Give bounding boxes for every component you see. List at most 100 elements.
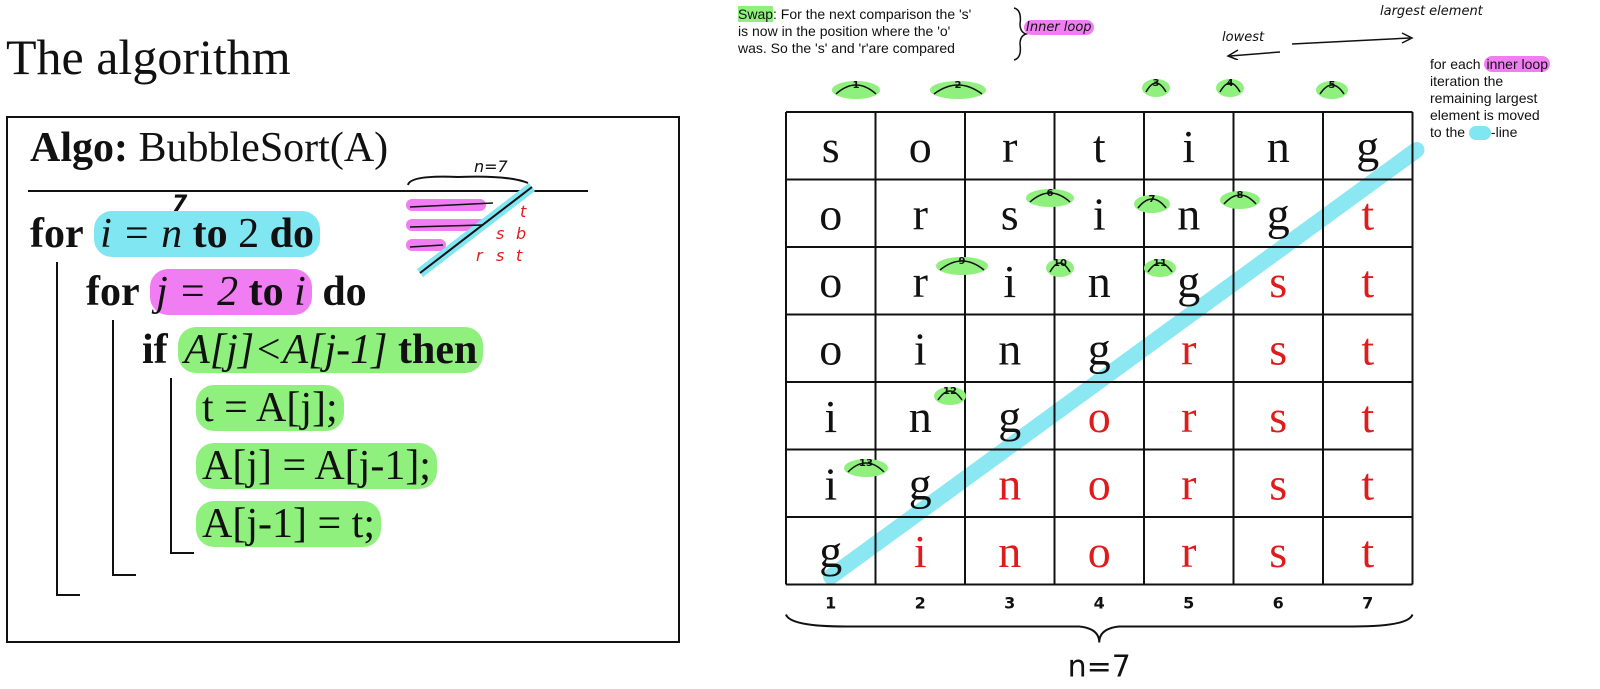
- grid-cell-letter: i: [824, 459, 837, 510]
- header-divider: [28, 190, 588, 192]
- grid-cell-letter: i: [914, 526, 927, 577]
- page-title: The algorithm: [6, 29, 291, 85]
- grid-cell-letter: i: [824, 391, 837, 442]
- val-i: i: [294, 269, 306, 315]
- mini-letter-5: s: [496, 246, 505, 265]
- grid-cell-letter: n: [998, 526, 1021, 577]
- grid-cell-letter: g: [998, 391, 1021, 442]
- swap-bubble-arc: [1145, 82, 1167, 93]
- grid-cell-letter: g: [1356, 121, 1379, 172]
- val-2: 2: [238, 211, 260, 257]
- swap-bubble: [1026, 189, 1074, 207]
- mini-brace: [407, 175, 529, 186]
- swap-bubble: [1134, 195, 1170, 213]
- swap-bubble: [1220, 191, 1260, 209]
- column-number: 5: [1183, 594, 1194, 613]
- sorted-boundary-line: [823, 142, 1425, 585]
- mini-letter-6: t: [516, 246, 523, 265]
- swap-bubble-label: 4: [1227, 78, 1234, 89]
- grid-cell-letter: s: [1269, 459, 1287, 510]
- mini-sketch: [406, 175, 536, 277]
- grid-cell-letter: s: [1269, 526, 1287, 577]
- swap-bubble-label: 5: [1329, 80, 1336, 91]
- mini-arrow-3: [409, 244, 444, 248]
- grid-cell-letter: n: [909, 391, 932, 442]
- grid-cell-letter: r: [1181, 526, 1196, 577]
- if-block-end: [170, 552, 194, 554]
- bottom-n-label: n=7: [1068, 650, 1131, 685]
- cyan-line-swatch: [1468, 126, 1491, 141]
- kw-then: then: [398, 327, 478, 373]
- grid-cell-letter: o: [819, 189, 842, 240]
- grid-cell-letter: g: [819, 526, 842, 577]
- swap-label: Swap: [738, 6, 774, 22]
- swap-bubble-label: 12: [943, 386, 957, 397]
- side-note-1: for each: [1430, 56, 1481, 72]
- swap-bubble: [1216, 79, 1244, 97]
- inner-loop-highlight: j = 2 to i: [150, 269, 312, 315]
- swap-note-line-2: is now in the position where the 'o': [738, 23, 951, 39]
- grid-cell-letter: s: [1001, 189, 1019, 240]
- mini-letter-3: b: [516, 224, 527, 243]
- grid-cell-letter: t: [1361, 324, 1374, 375]
- swap-statement-1: t = A[j];: [196, 385, 344, 431]
- grid-cell-letter: i: [1093, 189, 1106, 240]
- swap-statement-2: A[j] = A[j-1];: [196, 443, 437, 489]
- inner-loop-tag: Inner loop: [1024, 20, 1094, 35]
- mini-letter-4: r: [476, 246, 483, 265]
- column-number: 1: [825, 594, 836, 613]
- column-number: 3: [1004, 594, 1015, 613]
- kw-for-inner: for: [86, 269, 140, 315]
- grid-cell-letter: t: [1361, 526, 1374, 577]
- swap-bubble-label: 7: [1149, 194, 1156, 205]
- grid-cell-letter: r: [1181, 459, 1196, 510]
- inner-loop-tag-text: Inner loop: [1024, 20, 1094, 35]
- swap-bubble-arc: [1029, 192, 1071, 203]
- swap-bubble: [1046, 259, 1074, 277]
- mini-pink-bar-2: [406, 219, 486, 231]
- swap-bubble: [1144, 259, 1176, 277]
- grid-cell-letter: g: [1088, 324, 1111, 375]
- inner-block-line: [112, 320, 114, 574]
- var-i: i = n: [100, 211, 183, 257]
- grid-cell-letter: t: [1361, 459, 1374, 510]
- algo-header: Algo: BubbleSort(A): [30, 124, 388, 172]
- swap-note-line-3: was. So the 's' and 'r'are compared: [738, 40, 955, 56]
- swap-bubble: [930, 81, 986, 99]
- swap-bubble-arc: [1319, 84, 1345, 95]
- grid-cell-letter: t: [1361, 391, 1374, 442]
- grid-cell-letter: o: [819, 256, 842, 307]
- kw-to-inner: to: [248, 269, 284, 315]
- n-annotation: 7: [172, 192, 188, 217]
- swap-bubble-label: 9: [959, 256, 966, 267]
- grid-cell-letter: o: [1088, 526, 1111, 577]
- mini-n-label: n=7: [474, 157, 508, 176]
- side-note-highlight: inner loop: [1484, 56, 1550, 72]
- swap-bubble: [936, 257, 988, 275]
- algorithm-box: [6, 116, 680, 643]
- outer-block-line: [56, 262, 58, 594]
- grid-cell-letter: r: [1181, 391, 1196, 442]
- condition: A[j]<A[j-1]: [184, 327, 388, 373]
- outer-loop-highlight: i = n to 2 do: [94, 211, 321, 257]
- swap-bubble-arc: [835, 84, 877, 95]
- grid-cell-letter: g: [1267, 189, 1290, 240]
- grid-cell-letter: r: [913, 189, 928, 240]
- mini-pink-bar-3: [406, 239, 446, 251]
- grid-cell-letter: t: [1361, 189, 1374, 240]
- swap-statement-3: A[j-1] = t;: [196, 501, 381, 547]
- side-note-4: element is moved: [1430, 107, 1540, 123]
- swap-bubble: [1142, 79, 1170, 97]
- code-line-swap-2: A[j] = A[j-1];: [196, 442, 437, 490]
- swap-bubble-label: 10: [1053, 258, 1067, 269]
- grid-cell-letter: s: [1269, 391, 1287, 442]
- swap-bubble-label: 6: [1047, 188, 1054, 199]
- column-number: 6: [1273, 594, 1284, 613]
- grid-cell-letter: t: [1361, 256, 1374, 307]
- grid-cell-letter: o: [1088, 391, 1111, 442]
- grid-cell-letter: o: [909, 121, 932, 172]
- bottom-brace: [785, 614, 1414, 643]
- code-line-if: if A[j]<A[j-1] then: [142, 326, 484, 374]
- column-number: 4: [1094, 594, 1105, 613]
